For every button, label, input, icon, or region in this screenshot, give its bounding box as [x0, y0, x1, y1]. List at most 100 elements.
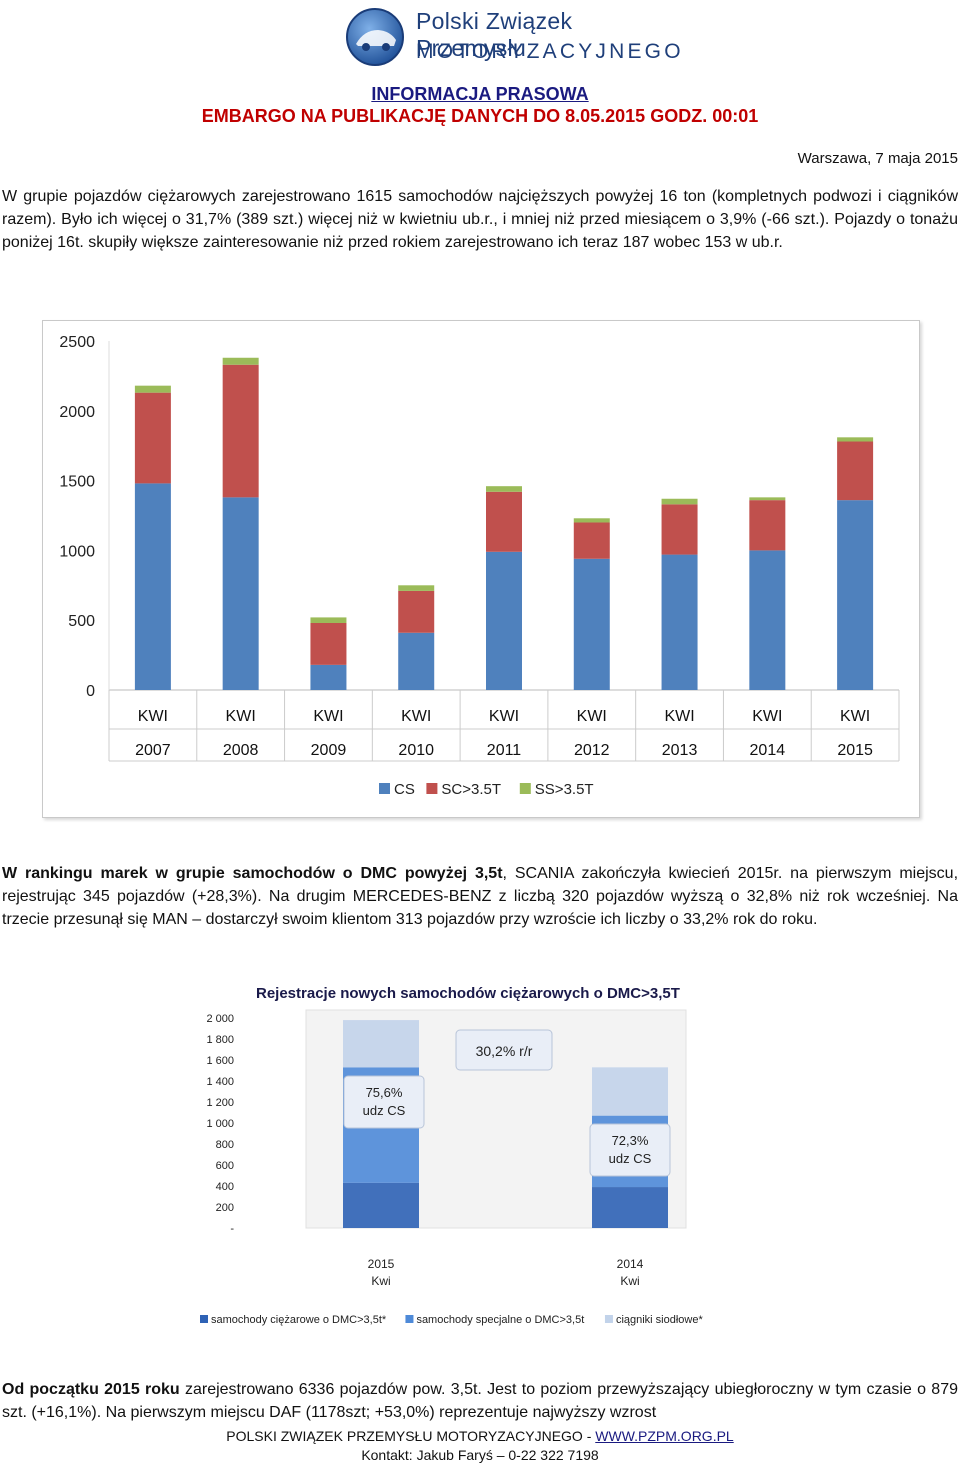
x-tick-label-line2: 2010 [398, 742, 434, 759]
bar-segment [661, 554, 698, 690]
bar-segment [134, 385, 171, 393]
paragraph-heavy-trucks: W grupie pojazdów ciężarowych zarejestro… [2, 188, 958, 251]
logo-line2: MOTORYZACYJNEGO [416, 40, 684, 63]
legend-label: samochody specjalne o DMC>3,5t [416, 1314, 584, 1326]
legend-label: samochody ciężarowe o DMC>3,5t* [211, 1314, 387, 1326]
x-tick-label-line2: 2007 [135, 742, 171, 759]
paragraph-ytd: Od początku 2015 roku zarejestrowano 633… [2, 1378, 958, 1424]
y-tick-label: 500 [68, 613, 95, 630]
bar-segment [592, 1067, 668, 1116]
bar-segment [222, 364, 259, 498]
annotation-share-2015-line2: udz CS [363, 1103, 406, 1118]
legend-label: CS [394, 781, 415, 798]
legend-label: SS>3.5T [535, 781, 594, 798]
x-tick-label-line1: KWI [138, 708, 168, 725]
bar-segment [486, 486, 522, 492]
annotation-share-2014-line1: 72,3% [612, 1133, 649, 1148]
bar-segment [222, 357, 259, 365]
bar-segment [486, 551, 522, 690]
bar-segment [343, 1020, 419, 1068]
legend-swatch [426, 783, 438, 794]
x-tick-label-line1: KWI [226, 708, 256, 725]
bar-segment [134, 483, 171, 690]
y-tick-label: 400 [216, 1181, 234, 1193]
x-tick-label-line2: 2012 [574, 742, 610, 759]
chart-april-registrations: 0 500 1000 1500 2000 2500 KWI 2007 KWI 2008 KWI 200… [42, 320, 920, 818]
date-line: Warszawa, 7 maja 2015 [797, 150, 958, 167]
chart2-title: Rejestracje nowych samochodów ciężarowyc… [256, 985, 680, 1002]
bar-segment [222, 497, 259, 690]
legend-swatch [379, 783, 390, 794]
y-tick-label: 1 200 [206, 1097, 234, 1109]
x-tick-label-line1: KWI [401, 708, 431, 725]
y-tick-label: 0 [86, 683, 95, 700]
legend-label: ciągniki siodłowe* [616, 1314, 704, 1326]
bar-segment [398, 632, 435, 690]
annotation-box [455, 1029, 553, 1071]
y-tick-label: 1000 [59, 543, 95, 560]
bar-segment [661, 504, 698, 555]
footer-contact: Kontakt: Jakub Faryś – 0-22 322 7198 [361, 1447, 599, 1463]
chart1-svg: 0 500 1000 1500 2000 2500 KWI 2007 KWI 2008 KWI 200… [59, 334, 900, 798]
x-tick-label-line1: 2015 [368, 1257, 395, 1271]
annotation-yoy: 30,2% r/r [476, 1043, 533, 1059]
legend-swatch [200, 1315, 208, 1323]
chart2-svg: Rejestracje nowych samochodów ciężarowyc… [200, 985, 704, 1326]
bar-segment [573, 522, 610, 559]
footer-org-name: POLSKI ZWIĄZEK PRZEMYSŁU MOTORYZACYJNEGO… [226, 1428, 596, 1444]
bar-segment [749, 497, 786, 501]
chart-registrations-dmc: Rejestracje nowych samochodów ciężarowyc… [186, 978, 776, 1332]
y-tick-label: 1500 [59, 474, 95, 491]
x-tick-label-line1: KWI [577, 708, 607, 725]
x-tick-label-line1: KWI [664, 708, 694, 725]
legend-label: SC>3.5T [441, 781, 501, 798]
embargo-notice: EMBARGO NA PUBLIKACJĘ DANYCH DO 8.05.201… [201, 106, 759, 126]
x-tick-label-line2: 2009 [311, 742, 347, 759]
x-tick-label-line2: 2015 [837, 742, 873, 759]
bar-segment [343, 1182, 419, 1228]
y-tick-label: 1 000 [206, 1118, 234, 1130]
bar-segment [592, 1187, 668, 1228]
y-tick-label: 1 400 [206, 1076, 234, 1088]
bar-segment [573, 518, 610, 523]
x-tick-label-line2: Kwi [371, 1274, 390, 1288]
bar-segment [486, 491, 522, 552]
legend-swatch [604, 1315, 613, 1323]
bar-segment [749, 550, 786, 690]
x-tick-label-line1: KWI [752, 708, 782, 725]
x-tick-label-line1: KWI [313, 708, 343, 725]
y-tick-label: 600 [216, 1160, 234, 1172]
bar-segment [398, 590, 435, 633]
x-tick-label-line1: KWI [489, 708, 519, 725]
y-tick-label: 2500 [59, 334, 95, 351]
paragraph-brand-ranking-rest: , SCANIA zakończyła kwiecień 2015r. na p… [2, 865, 959, 928]
bar-segment [661, 498, 698, 505]
y-tick-label: - [230, 1223, 234, 1235]
x-tick-label-line2: Kwi [620, 1274, 639, 1288]
bar-segment [837, 500, 874, 690]
paragraph-ytd-rest: zarejestrowano 6336 pojazdów pow. 3,5t. … [2, 1381, 958, 1421]
bar-segment [310, 617, 347, 623]
car-emblem-icon [346, 8, 404, 66]
x-tick-label-line2: 2008 [223, 742, 259, 759]
annotation-share-2014-line2: udz CS [609, 1151, 652, 1166]
legend-swatch [519, 783, 531, 794]
paragraph-brand-ranking-bold: W rankingu marek w grupie samochodów o D… [2, 865, 503, 882]
bar-segment [398, 585, 435, 591]
y-tick-label: 800 [216, 1139, 234, 1151]
footer-org: POLSKI ZWIĄZEK PRZEMYSŁU MOTORYZACYJNEGO… [0, 1428, 960, 1444]
annotation-share-2015-line1: 75,6% [366, 1085, 403, 1100]
footer-website-link[interactable]: WWW.PZPM.ORG.PL [595, 1428, 734, 1444]
y-tick-label: 2000 [59, 404, 95, 421]
bar-segment [749, 500, 786, 551]
press-release-title: INFORMACJA PRASOWA [371, 84, 589, 104]
y-tick-label: 1 600 [206, 1055, 234, 1067]
logo-line1: Polski Związek Przemysłu [416, 8, 573, 61]
x-tick-label-line2: 2014 [750, 742, 786, 759]
x-tick-label-line2: 2011 [487, 742, 522, 759]
bar-segment [573, 558, 610, 690]
x-tick-label-line1: 2014 [617, 1257, 644, 1271]
annotation-box [589, 1123, 671, 1177]
bar-segment [310, 664, 347, 690]
paragraph-ytd-bold: Od początku 2015 roku [2, 1381, 180, 1398]
